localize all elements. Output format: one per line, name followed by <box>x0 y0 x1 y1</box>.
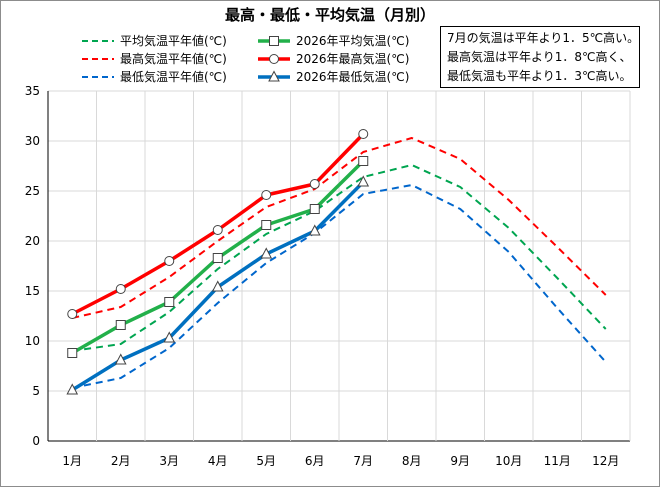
y-tick-label: 10 <box>25 334 40 348</box>
annotation-line-3: 最低気温も平年より1．3℃高い。 <box>447 69 632 83</box>
legend-label: 最低気温平年値(℃) <box>120 69 227 84</box>
x-tick-label: 6月 <box>305 454 325 468</box>
legend-label: 最高気温平年値(℃) <box>120 51 227 66</box>
legend-label: 2026年平均気温(℃) <box>296 33 409 48</box>
x-tick-label: 4月 <box>208 454 228 468</box>
data-point-5 <box>308 224 321 236</box>
annotation-line-2: 最高気温は平年より1．8℃高く、 <box>447 50 632 64</box>
x-tick-label: 1月 <box>62 454 82 468</box>
series-line-0 <box>72 164 607 352</box>
data-point-5 <box>260 247 273 259</box>
data-point-4 <box>115 284 126 294</box>
legend-marker <box>269 54 279 64</box>
data-point-5 <box>114 353 127 365</box>
data-point-4 <box>309 179 320 189</box>
data-point-4 <box>164 256 175 266</box>
y-tick-label: 35 <box>25 84 40 98</box>
annotation-line-1: 7月の気温は平年より1．5℃高い。 <box>447 31 640 45</box>
legend-label: 平均気温平年値(℃) <box>120 33 227 48</box>
x-tick-label: 7月 <box>353 454 373 468</box>
legend-label: 2026年最高気温(℃) <box>296 51 409 66</box>
series-line-1 <box>72 137 607 319</box>
data-point-5 <box>66 383 79 395</box>
data-point-3 <box>309 204 320 214</box>
data-point-3 <box>212 253 223 263</box>
x-tick-label: 10月 <box>495 454 522 468</box>
x-tick-label: 8月 <box>402 454 422 468</box>
data-point-3 <box>164 297 175 307</box>
data-point-4 <box>212 225 223 235</box>
data-point-4 <box>261 190 272 200</box>
chart-title: 最高・最低・平均気温（月別） <box>224 6 435 24</box>
data-point-5 <box>163 331 176 343</box>
data-point-4 <box>67 309 78 319</box>
data-point-3 <box>115 320 126 330</box>
data-point-3 <box>261 220 272 230</box>
x-tick-label: 11月 <box>544 454 571 468</box>
x-tick-label: 3月 <box>159 454 179 468</box>
data-point-3 <box>358 156 369 166</box>
y-tick-label: 20 <box>25 234 40 248</box>
x-tick-label: 12月 <box>592 454 619 468</box>
data-point-5 <box>211 280 224 292</box>
x-tick-label: 2月 <box>111 454 131 468</box>
data-point-3 <box>67 348 78 358</box>
data-point-4 <box>358 129 369 139</box>
data-point-5 <box>357 175 370 187</box>
y-tick-label: 15 <box>25 284 40 298</box>
legend-label: 2026年最低気温(℃) <box>296 69 409 84</box>
series-line-2 <box>72 184 607 389</box>
legend-marker <box>269 36 279 46</box>
legend-marker <box>268 70 280 82</box>
y-tick-label: 30 <box>25 134 40 148</box>
y-tick-label: 0 <box>32 434 40 448</box>
annotation-box: 7月の気温は平年より1．5℃高い。 最高気温は平年より1．8℃高く、 最低気温も… <box>440 26 640 88</box>
x-tick-label: 5月 <box>256 454 276 468</box>
x-tick-label: 9月 <box>450 454 470 468</box>
y-tick-label: 25 <box>25 184 40 198</box>
y-tick-label: 5 <box>32 384 40 398</box>
